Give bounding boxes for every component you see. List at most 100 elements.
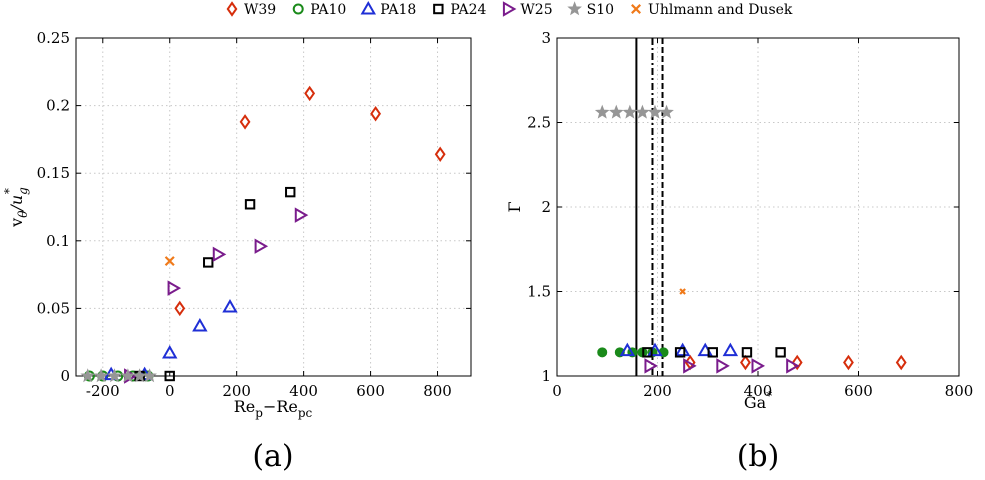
panel-b-point-uhlmann-and-dusek — [679, 288, 686, 295]
panel-b-point-w39 — [791, 354, 803, 371]
legend-item-s10: S10 — [567, 1, 614, 18]
legend-marker-w25 — [502, 1, 517, 17]
panel-a: -200 0 200 400 600 800 0 0.05 0.1 0.15 0.2 0.25 Rep… — [2, 29, 472, 474]
panel-b-ytick-label: 1.5 — [527, 283, 551, 301]
panel-b-caption: (b) — [737, 439, 780, 474]
panel-b-point-s10 — [622, 104, 638, 119]
panel-a-ytick-label: 0.25 — [37, 29, 70, 47]
legend-label-w39: W39 — [244, 2, 276, 18]
panel-a-point-w39 — [174, 300, 186, 317]
legend-item-w25: W25 — [502, 1, 553, 18]
legend-marker-pa18 — [360, 0, 377, 15]
panel-b-point-w25 — [683, 358, 697, 374]
panel-b-point-s10 — [594, 104, 610, 119]
panel-a-point-s10 — [80, 368, 96, 383]
panel-a-point-w25 — [254, 238, 269, 254]
panel-b-threshold-lines — [635, 38, 664, 376]
panel-b-ticks: 0 200 400 600 800 1 1.5 2 2.5 3 — [527, 29, 973, 400]
panel-a-point-s10 — [120, 368, 136, 383]
panel-b-point-w39 — [843, 354, 854, 371]
legend-marker-pa10 — [292, 3, 304, 15]
panel-a-point-pa18 — [222, 299, 238, 313]
panel-b-point-pa24 — [775, 347, 786, 358]
panel-b-xtick-label: 400 — [744, 382, 773, 400]
panel-b-point-pa24 — [642, 347, 653, 358]
panel-a-xtick-label: 800 — [423, 382, 452, 400]
panel-b-xtick-label: 600 — [844, 382, 873, 400]
panel-b-point-pa24 — [741, 347, 753, 358]
panel-b-point-pa18 — [722, 342, 739, 357]
panel-a-point-pa24 — [203, 257, 214, 268]
panel-a-point-pa24 — [244, 199, 256, 210]
panel-a-point-s10 — [142, 368, 157, 383]
legend: W39 PA10 PA18 PA24 W25 S10 Uhlmann and Dusek — [226, 0, 793, 18]
legend-item-pa10: PA10 — [292, 2, 346, 18]
panel-a-ytick-label: 0.05 — [37, 299, 70, 317]
panel-a-point-uhlmann-and-dusek — [164, 256, 175, 267]
panel-a-point-pa18 — [192, 317, 208, 332]
legend-marker-w39 — [226, 1, 238, 17]
panel-a-xtick-label: 0 — [165, 382, 175, 400]
panel-a-frame — [75, 37, 472, 377]
panel-a-point-s10 — [107, 368, 122, 383]
panel-b-point-w25 — [716, 358, 730, 374]
panel-a-point-s10 — [93, 368, 109, 383]
panel-a-xtick-label: 400 — [289, 382, 318, 400]
panel-a-point-w39 — [370, 105, 382, 122]
panel-a-gridlines — [76, 37, 471, 377]
panel-a-ticks: -200 0 200 400 600 800 0 0.05 0.1 0.15 0.2 0.25 — [37, 29, 471, 400]
legend-marker-s10 — [567, 1, 582, 16]
panel-b-xtick-label: 0 — [552, 382, 562, 400]
panel-b-gridlines — [556, 37, 960, 377]
panel-b-ytick-label: 3 — [541, 29, 551, 47]
panel-b: 0 200 400 600 800 1 1.5 2 2.5 3 Ga* Γ (b) — [505, 29, 973, 474]
panel-a-point-w39 — [304, 85, 316, 102]
panel-a-point-w25 — [167, 280, 182, 296]
legend-label-pa24: PA24 — [450, 2, 486, 18]
legend-item-pa24: PA24 — [433, 2, 486, 18]
panel-b-ytick-label: 2.5 — [527, 114, 551, 132]
panel-b-xtick-label: 200 — [643, 382, 672, 400]
panel-a-point-pa18 — [162, 345, 178, 359]
panel-a-point-pa24 — [285, 186, 296, 198]
panel-a-ytick-label: 0.15 — [37, 164, 70, 182]
panel-b-point-w39 — [740, 354, 751, 371]
legend-label-pa18: PA18 — [380, 2, 416, 18]
panel-a-points — [80, 85, 446, 384]
panel-a-xtick-label: 200 — [222, 382, 251, 400]
legend-item-w39: W39 — [226, 1, 276, 18]
panel-b-point-pa18 — [674, 342, 691, 357]
panel-b-point-s10 — [659, 104, 674, 119]
panel-a-point-w39 — [239, 114, 251, 130]
panel-b-point-pa10 — [597, 347, 608, 358]
legend-item-pa18: PA18 — [360, 0, 416, 18]
panel-b-xtick-label: 800 — [945, 382, 974, 400]
panel-a-point-w39 — [434, 146, 446, 163]
panel-b-point-w25 — [751, 358, 766, 374]
panel-a-ytick-label: 0.2 — [46, 97, 70, 115]
panel-b-ytick-label: 1 — [541, 367, 551, 385]
panel-b-ytick-label: 2 — [541, 198, 551, 216]
panel-b-point-s10 — [647, 104, 663, 119]
panel-a-ytick-label: 0.1 — [46, 232, 70, 250]
legend-label-s10: S10 — [587, 2, 614, 18]
legend-item-uhlmann-and-dusek: Uhlmann and Dusek — [631, 2, 793, 18]
panel-a-caption: (a) — [252, 439, 293, 474]
panel-a-point-pa24 — [164, 370, 175, 382]
panel-a-xtick-label: -200 — [86, 382, 120, 400]
panel-b-point-w25 — [786, 358, 800, 374]
legend-marker-pa24 — [433, 3, 444, 15]
panel-a-xtick-label: 600 — [356, 382, 385, 400]
panel-b-points — [594, 104, 907, 374]
panel-a-ylabel: vθ/ug* — [2, 187, 30, 228]
panel-b-point-pa24 — [707, 347, 718, 358]
panel-b-point-pa24 — [674, 347, 686, 358]
panel-a-xlabel: Rep−Repc — [234, 397, 313, 420]
panel-b-ylabel: Γ — [505, 201, 524, 212]
panel-a-point-w25 — [212, 246, 227, 263]
legend-label-pa10: PA10 — [310, 2, 346, 18]
legend-label-w25: W25 — [520, 2, 552, 18]
panel-a-point-w25 — [294, 207, 309, 223]
panel-b-xlabel: Ga* — [744, 389, 772, 412]
